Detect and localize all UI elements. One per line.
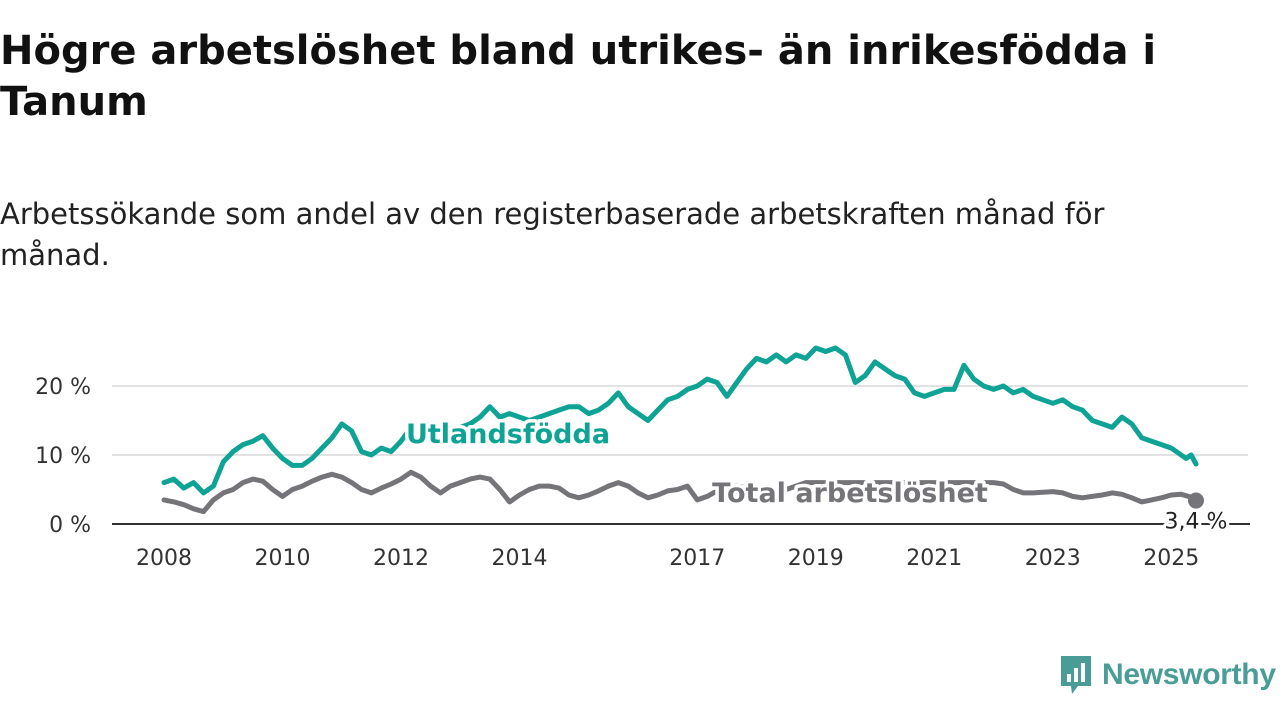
x-tick-label: 2010 — [255, 546, 311, 571]
newsworthy-logo: Newsworthy — [1058, 654, 1276, 696]
x-tick-label: 2025 — [1143, 546, 1199, 571]
end-value-label: 3,4 % — [1165, 510, 1228, 535]
x-tick-label: 2021 — [906, 546, 962, 571]
series-lines — [161, 345, 1199, 515]
logo-text: Newsworthy — [1102, 658, 1276, 691]
chart-title: Högre arbetslöshet bland utrikes- än inr… — [0, 28, 1157, 125]
x-tick-label: 2023 — [1025, 546, 1081, 571]
newsworthy-logo-icon — [1061, 656, 1091, 694]
x-tick-label: 2014 — [492, 546, 548, 571]
x-tick-labels: 2008 2010 2012 2014 2017 2019 2021 2023 2025 — [136, 546, 1199, 571]
x-tick-label: 2012 — [373, 546, 429, 571]
end-point-marker — [1188, 492, 1204, 509]
series-labels: Utlandsfödda Total arbetslöshet — [402, 416, 991, 513]
series-line-total — [161, 469, 1199, 515]
series-label-utlandsfodda: Utlandsfödda — [406, 419, 610, 450]
y-tick-label: 0 % — [49, 513, 91, 538]
series-label-total: Total arbetslöshet — [712, 478, 988, 509]
y-tick-label: 20 % — [35, 375, 91, 400]
x-tick-label: 2008 — [136, 546, 192, 571]
chart-subtitle: Arbetssökande som andel av den registerb… — [0, 197, 1105, 272]
x-tick-label: 2019 — [788, 546, 844, 571]
end-marker: 3,4 % — [1162, 492, 1230, 538]
series-line-utlandsfodda — [161, 345, 1199, 496]
y-tick-label: 10 % — [35, 444, 91, 469]
grid-lines — [112, 385, 1250, 525]
x-tick-label: 2017 — [669, 546, 725, 571]
y-tick-labels: 0 % 10 % 20 % — [35, 375, 91, 538]
